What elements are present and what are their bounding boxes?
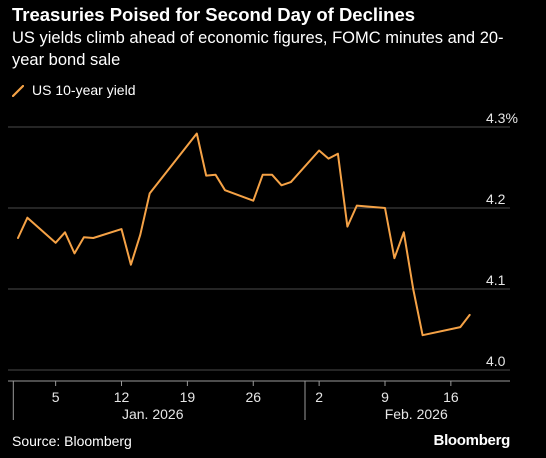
month-label: Jan. 2026 <box>122 406 184 422</box>
y-tick-label: 4.2 <box>486 191 506 207</box>
x-tick-label: 19 <box>180 389 196 405</box>
y-tick-label: 4.0 <box>486 353 506 369</box>
gridlines <box>8 126 510 371</box>
y-tick-label: 4.1 <box>486 272 506 288</box>
x-axis: 5 12 19 26 2 9 16 Jan. 2026 Feb. 2026 <box>8 380 510 422</box>
series-line <box>17 132 471 337</box>
x-tick-label: 5 <box>52 389 60 405</box>
chart-title: Treasuries Poised for Second Day of Decl… <box>12 4 416 25</box>
legend-swatch <box>11 84 25 98</box>
source-note: Source: Bloomberg <box>12 433 132 449</box>
legend-label: US 10-year yield <box>32 82 136 98</box>
x-tick-label: 12 <box>114 389 130 405</box>
x-tick-label: 16 <box>443 389 459 405</box>
brand-logo: Bloomberg <box>433 432 511 449</box>
y-axis: 4.3% 4.2 4.1 4.0 <box>486 110 518 369</box>
legend: US 10-year yield <box>11 82 136 98</box>
chart-subtitle: US yields climb ahead of economic figure… <box>12 29 504 69</box>
x-tick-label: 9 <box>381 389 389 405</box>
y-tick-label: 4.3% <box>486 110 518 126</box>
x-tick-label: 26 <box>245 389 261 405</box>
month-label: Feb. 2026 <box>385 406 448 422</box>
series-layer <box>17 132 471 337</box>
x-tick-label: 2 <box>315 389 323 405</box>
